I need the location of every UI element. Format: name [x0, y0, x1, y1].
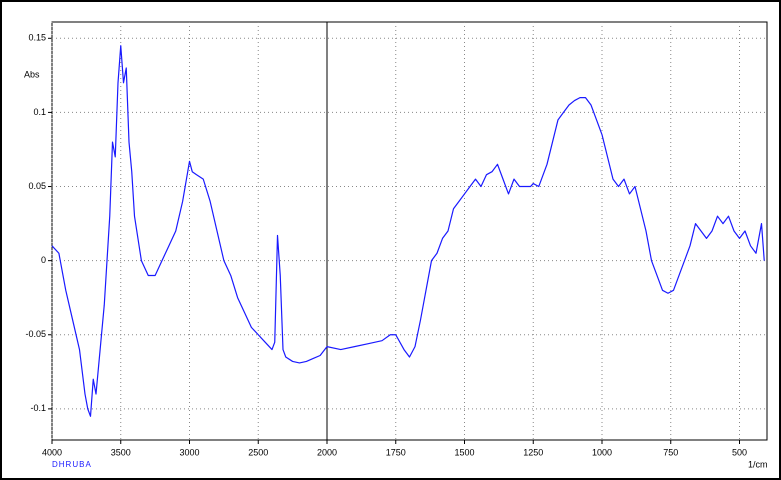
y-tick-label: -0.1	[30, 403, 46, 413]
x-tick-label: 500	[732, 447, 747, 457]
x-tick-label: 750	[663, 447, 678, 457]
x-tick-label: 3500	[111, 447, 131, 457]
x-tick-label: 1500	[454, 447, 474, 457]
x-tick-label: 1750	[386, 447, 406, 457]
annotation: DHRUBA	[52, 460, 92, 469]
y-tick-label: 0.05	[28, 181, 46, 191]
y-tick-label: 0.1	[33, 107, 46, 117]
x-tick-label: 1000	[592, 447, 612, 457]
y-axis-label: Abs	[24, 69, 40, 79]
x-tick-label: 1250	[523, 447, 543, 457]
y-tick-label: 0	[41, 255, 46, 265]
x-axis-label: 1/cm	[748, 459, 768, 469]
plot-area	[51, 21, 768, 441]
x-tick-label: 4000	[42, 447, 62, 457]
x-tick-label: 2000	[317, 447, 337, 457]
y-tick-label: 0.15	[28, 33, 46, 43]
x-tick-label: 2500	[248, 447, 268, 457]
x-tick-label: 3000	[179, 447, 199, 457]
spectrum-line	[51, 45, 765, 417]
y-tick-label: -0.05	[25, 329, 46, 339]
